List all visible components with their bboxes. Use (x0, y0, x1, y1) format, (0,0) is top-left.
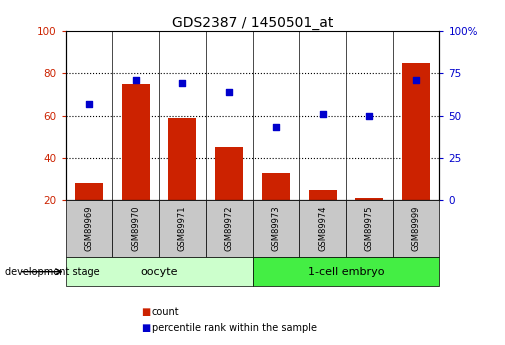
Text: percentile rank within the sample: percentile rank within the sample (152, 323, 317, 333)
Text: GSM89970: GSM89970 (131, 206, 140, 251)
Bar (206, 200, 252, 257)
Bar (159, 200, 206, 257)
Text: development stage: development stage (5, 267, 99, 277)
Bar (309, 189, 337, 200)
Text: oocyte: oocyte (140, 267, 178, 277)
Text: 1-cell embryo: 1-cell embryo (308, 267, 384, 277)
Bar (66, 257, 252, 286)
Text: GSM89975: GSM89975 (365, 206, 374, 251)
Bar (75, 183, 103, 200)
Bar (66, 200, 113, 257)
Bar (346, 200, 393, 257)
Text: GSM89973: GSM89973 (271, 206, 280, 252)
Bar (215, 147, 243, 200)
Point (85, 101, 93, 107)
Text: count: count (152, 307, 179, 317)
Text: ■: ■ (141, 323, 150, 333)
Point (319, 111, 327, 117)
Bar (356, 198, 383, 200)
Bar (113, 200, 159, 257)
Bar (252, 200, 299, 257)
Bar (299, 200, 346, 257)
Bar (393, 200, 439, 257)
Bar (262, 172, 290, 200)
Point (132, 77, 140, 83)
Point (365, 113, 373, 118)
Title: GDS2387 / 1450501_at: GDS2387 / 1450501_at (172, 16, 333, 30)
Text: GSM89971: GSM89971 (178, 206, 187, 251)
Bar (252, 257, 439, 286)
Point (178, 81, 186, 86)
Point (225, 89, 233, 95)
Bar (122, 84, 150, 200)
Bar (169, 118, 196, 200)
Text: ■: ■ (141, 307, 150, 317)
Point (272, 125, 280, 130)
Text: GSM89969: GSM89969 (84, 206, 93, 251)
Point (412, 77, 420, 83)
Text: GSM89972: GSM89972 (225, 206, 234, 251)
Bar (402, 63, 430, 200)
Text: GSM89999: GSM89999 (412, 206, 421, 251)
Text: GSM89974: GSM89974 (318, 206, 327, 251)
